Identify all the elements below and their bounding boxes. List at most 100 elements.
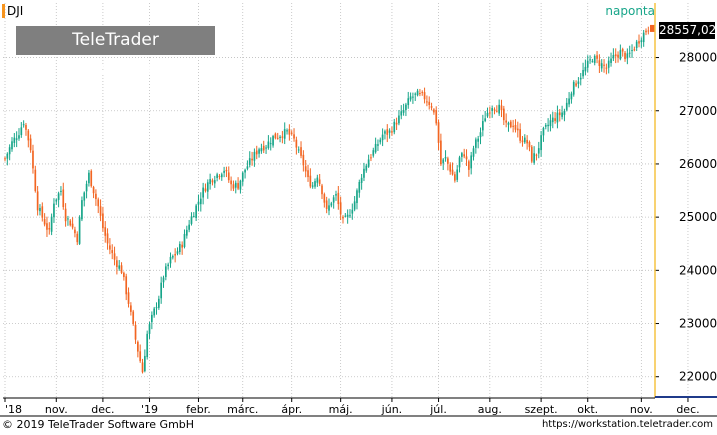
candle-body (414, 93, 417, 95)
candle-body (495, 110, 498, 112)
interval-label[interactable]: naponta (605, 4, 655, 18)
candle-body (223, 170, 225, 173)
candle-body (48, 228, 51, 230)
candle-body (50, 216, 53, 232)
candle-body (419, 93, 421, 95)
candle-body (479, 132, 482, 138)
candle-body (97, 199, 100, 207)
candle-body (554, 118, 556, 121)
candle-body (605, 67, 608, 69)
candle-body (253, 151, 256, 161)
x-tick-label: ápr. (281, 403, 302, 416)
candle-body (332, 197, 335, 203)
candle-body (155, 307, 158, 309)
x-tick-label: dec. (676, 403, 699, 416)
candle-body (57, 193, 60, 200)
candle-body (106, 233, 109, 244)
candles-layer (4, 24, 655, 374)
candle-body (67, 218, 69, 220)
candle-body (109, 245, 111, 250)
candle-body (356, 190, 358, 204)
candle-body (83, 192, 86, 201)
candle-body (477, 138, 480, 142)
candle-body (188, 224, 190, 230)
last-candle (650, 24, 655, 32)
candle-body (62, 189, 65, 208)
candle-body (127, 292, 130, 304)
candle-body (202, 187, 204, 198)
candle-body (71, 223, 74, 228)
candle-body (447, 158, 449, 164)
candle-body (607, 60, 610, 68)
candle-body (309, 175, 312, 187)
candle-body (645, 30, 647, 33)
candle-body (549, 120, 552, 127)
x-tick-label: márc. (227, 403, 258, 416)
candle-body (475, 139, 477, 148)
candle-body (565, 102, 568, 110)
candle-body (409, 96, 412, 100)
candle-body (500, 105, 503, 111)
candle-body (265, 147, 267, 149)
candle-body (36, 191, 39, 211)
candle-body (600, 63, 603, 69)
candle-body (465, 156, 468, 160)
candle-body (25, 125, 27, 130)
candle-body (614, 54, 617, 57)
candle-body (628, 52, 631, 54)
candle-body (596, 55, 598, 59)
candle-body (563, 110, 566, 115)
candle-body (367, 159, 370, 167)
candle-body (258, 149, 260, 154)
candle-body (169, 256, 172, 264)
candle-body (60, 190, 62, 192)
candle-body (472, 148, 475, 157)
candle-body (633, 49, 636, 51)
x-tick-label: febr. (186, 403, 211, 416)
candle-body (104, 227, 107, 236)
candle-body (316, 177, 319, 183)
candle-body (509, 121, 512, 128)
candle-body (391, 131, 393, 133)
candle-body (288, 129, 291, 135)
candle-body (626, 53, 629, 59)
candle-body (148, 324, 151, 334)
y-tick-label: 27000 (679, 104, 717, 118)
candle-body (349, 215, 351, 217)
candle-body (430, 106, 433, 108)
candle-body (533, 153, 535, 163)
source-url[interactable]: https://workstation.teletrader.com (541, 419, 713, 430)
brand-light: TeleTrader (72, 30, 159, 50)
candle-body (398, 115, 400, 124)
candle-body (237, 183, 239, 189)
candle-body (92, 187, 95, 194)
candle-body (610, 58, 612, 63)
candle-body (295, 139, 298, 148)
candle-body (81, 200, 83, 220)
y-tick-label: 25000 (679, 210, 717, 224)
candle-body (34, 169, 37, 191)
y-tick-label: 26000 (679, 157, 717, 171)
candle-body (638, 41, 640, 44)
candle-body (339, 202, 342, 215)
symbol-label[interactable]: DJI (7, 4, 24, 18)
candle-body (246, 166, 249, 169)
candle-body (190, 216, 193, 224)
candle-body (374, 143, 377, 153)
candle-body (328, 205, 330, 211)
candle-body (451, 169, 454, 175)
candle-body (183, 233, 186, 248)
candle-body (540, 135, 542, 151)
footer: © 2019 TeleTrader Software GmbH https://… (0, 416, 717, 435)
candle-body (195, 205, 197, 218)
candle-body (530, 146, 533, 162)
candle-body (216, 174, 218, 179)
candle-body (437, 122, 440, 143)
candle-body (551, 117, 554, 123)
candle-body (335, 194, 337, 196)
candle-body (11, 141, 13, 150)
candle-body (279, 136, 281, 139)
candle-body (461, 153, 463, 157)
candle-body (318, 179, 321, 184)
